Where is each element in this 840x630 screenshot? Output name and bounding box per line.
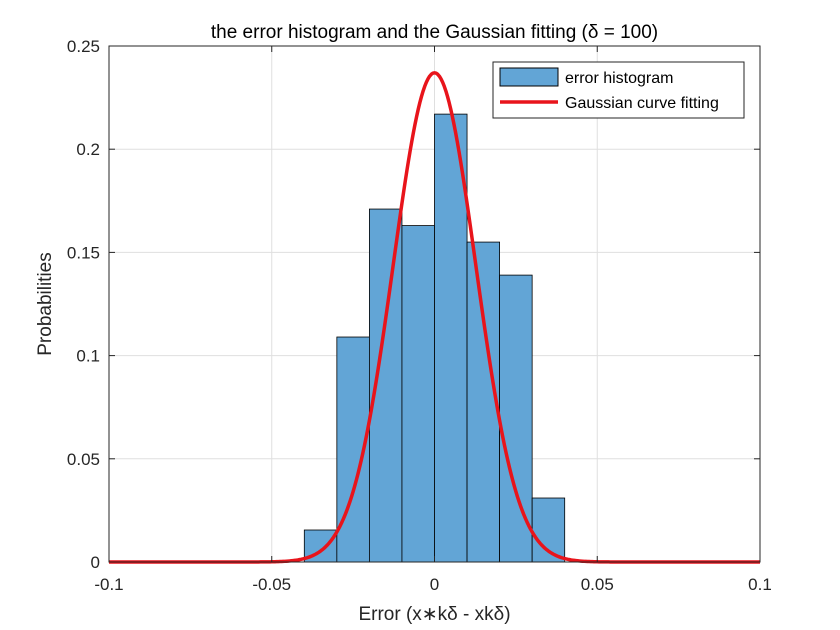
y-tick-label: 0.1 <box>76 347 100 366</box>
y-axis-label: Probabilities <box>35 252 56 356</box>
ticks <box>108 45 761 563</box>
y-tick-label: 0.2 <box>76 140 100 159</box>
histogram-bar <box>466 241 500 563</box>
legend-label-error-histogram: error histogram <box>565 70 673 87</box>
x-tick-label: -0.05 <box>252 575 291 594</box>
x-axis-label: Error (x∗kδ - xkδ) <box>358 604 510 625</box>
y-tick-label: 0.05 <box>67 450 100 469</box>
y-tick-label: 0 <box>91 553 100 572</box>
x-tick-label: 0 <box>430 575 439 594</box>
histogram-bar <box>401 225 435 563</box>
histogram-bar <box>434 113 468 563</box>
y-tick-label: 0.15 <box>67 243 100 262</box>
chart-title: the error histogram and the Gaussian fit… <box>211 22 658 43</box>
legend-swatch-error-histogram <box>499 67 559 87</box>
histogram-bar <box>499 274 533 563</box>
y-tick-label: 0.25 <box>67 37 100 56</box>
x-tick-label: 0.05 <box>581 575 614 594</box>
legend-label-gaussian-curve: Gaussian curve fitting <box>565 95 719 112</box>
x-tick-label: 0.1 <box>748 575 772 594</box>
x-tick-labels: -0.1 -0.05 0 0.05 0.1 <box>94 575 771 594</box>
y-tick-labels: 0 0.05 0.1 0.15 0.2 0.25 <box>67 37 100 572</box>
x-tick-label: -0.1 <box>94 575 123 594</box>
legend: error histogram Gaussian curve fitting <box>492 61 745 119</box>
